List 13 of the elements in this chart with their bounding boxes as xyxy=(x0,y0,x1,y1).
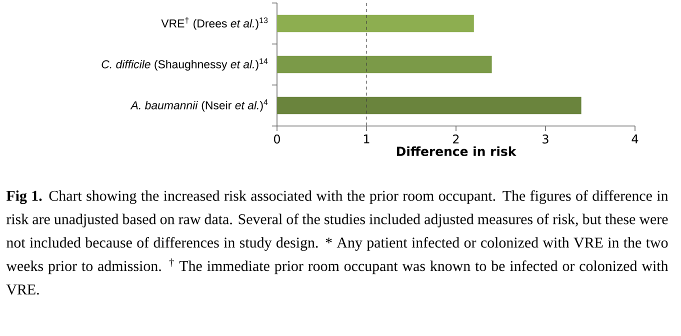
x-axis-title: Difference in risk xyxy=(396,146,516,156)
y-tick-label: VRE$^{†}$ (Drees et al.)$^{13}$ xyxy=(161,17,268,30)
x-tick-label: 1 xyxy=(364,134,370,144)
x-tick-label: 2 xyxy=(453,134,459,144)
bar xyxy=(277,56,492,74)
y-tick-label: A. baumannii (Nseir et al.)$^{4}$ xyxy=(130,99,268,112)
bar xyxy=(277,14,474,32)
text: Fig 1. Chart showing the increased risk associated with the prior room occupant. The figures of difference in risk are unadjusted based on raw data. Several of the studies included adjusted measures of risk, but these were not included because of differences in study design. * Any patient infected or colonized with VRE in the two weeks prior to admission. $^{†}$ The immediate prior room occupant was known to be infected or colonized with VRE. xyxy=(6,190,668,295)
y-tick-label: C. difficile (Shaughnessy et al.)$^{14}$ xyxy=(102,58,268,71)
x-tick-label: 3 xyxy=(542,134,548,144)
x-tick-label: 4 xyxy=(632,134,638,144)
bar xyxy=(277,96,582,114)
x-tick-label: 0 xyxy=(274,134,280,144)
